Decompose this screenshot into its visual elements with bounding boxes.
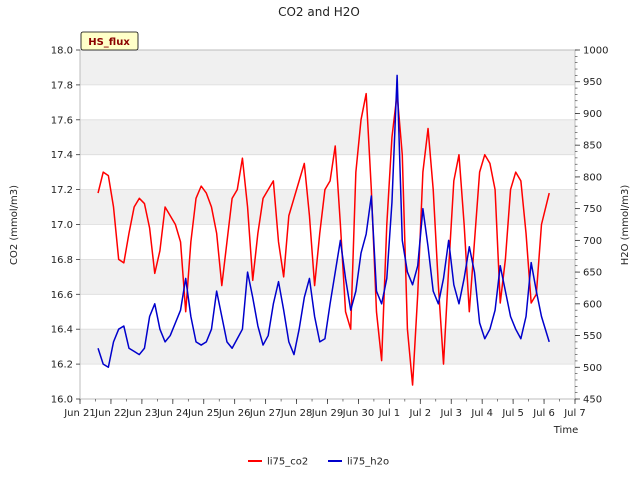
- right-axis-label: H2O (mmol/m3): [620, 185, 631, 266]
- badge-label: HS_flux: [88, 37, 130, 48]
- chart-title: CO2 and H2O: [278, 5, 360, 19]
- grid-band: [80, 50, 575, 85]
- badge: HS_flux: [80, 31, 139, 51]
- grid-band: [80, 119, 575, 155]
- right-tick-label: 850: [583, 141, 602, 152]
- legend-label-li75_h2o: li75_h2o: [347, 457, 389, 468]
- left-tick-label: 16.0: [51, 395, 73, 406]
- grid-band: [80, 329, 575, 365]
- badge-box: [80, 31, 139, 51]
- x-tick-label: Jun 21: [63, 408, 96, 419]
- left-tick-label: 17.8: [51, 80, 73, 91]
- legend-label-li75_co2: li75_co2: [267, 457, 308, 468]
- left-tick-label: 18.0: [51, 46, 73, 57]
- left-tick-label: 16.6: [51, 290, 73, 301]
- x-tick-label: Jul 7: [563, 408, 586, 419]
- right-y-axis: 450 500 550 600 650 700 750 800 850 900 950 1000: [575, 46, 608, 406]
- right-tick-label: 750: [583, 204, 602, 215]
- x-tick-label: Jul 4: [470, 408, 493, 419]
- left-y-axis: 16.0 16.2 16.4 16.6 16.8 17.0 17.2 17.4 17.6 17.8…: [51, 46, 80, 406]
- right-tick-label: 800: [583, 172, 602, 183]
- left-axis-label: CO2 (mmol/m3): [9, 185, 20, 265]
- x-tick-label: Jun 25: [187, 408, 220, 419]
- grid-band: [80, 189, 575, 225]
- x-tick-label: Jun 28: [280, 408, 313, 419]
- legend: li75_co2 li75_h2o: [248, 457, 389, 468]
- x-tick-label: Jun 30: [342, 408, 375, 419]
- x-tick-label: Jul 6: [532, 408, 555, 419]
- left-tick-label: 16.2: [51, 360, 73, 371]
- right-tick-label: 950: [583, 77, 602, 88]
- x-tick-label: Jul 1: [378, 408, 401, 419]
- x-tick-label: Jun 27: [249, 408, 282, 419]
- right-tick-label: 450: [583, 395, 602, 406]
- x-axis: Jun 21 Jun 22 Jun 23 Jun 24 Jun 25 Jun 26 Jun …: [63, 399, 586, 419]
- left-tick-label: 17.6: [51, 115, 73, 126]
- right-tick-label: 550: [583, 331, 602, 342]
- left-tick-label: 16.4: [51, 325, 73, 336]
- x-tick-label: Jun 24: [156, 408, 189, 419]
- left-tick-label: 17.4: [51, 150, 73, 161]
- series-line-li75_co2: [97, 92, 550, 386]
- series-layer: [97, 74, 550, 386]
- right-tick-label: 700: [583, 236, 602, 247]
- grid-band: [80, 259, 575, 295]
- right-tick-label: 650: [583, 268, 602, 279]
- left-tick-label: 17.2: [51, 185, 73, 196]
- left-tick-label: 17.0: [51, 220, 73, 231]
- x-tick-label: Jul 3: [439, 408, 462, 419]
- x-tick-label: Jun 29: [311, 408, 344, 419]
- right-tick-label: 600: [583, 299, 602, 310]
- right-tick-label: 500: [583, 363, 602, 374]
- left-tick-label: 16.8: [51, 255, 73, 266]
- x-tick-label: Jun 23: [125, 408, 158, 419]
- x-tick-label: Jul 5: [501, 408, 524, 419]
- right-tick-label: 1000: [583, 46, 608, 57]
- x-tick-label: Jun 26: [218, 408, 251, 419]
- x-tick-label: Jul 2: [409, 408, 432, 419]
- series-line-li75_h2o: [97, 74, 550, 369]
- right-tick-label: 900: [583, 109, 602, 120]
- x-tick-label: Jun 22: [94, 408, 127, 419]
- x-axis-label: Time: [553, 425, 578, 436]
